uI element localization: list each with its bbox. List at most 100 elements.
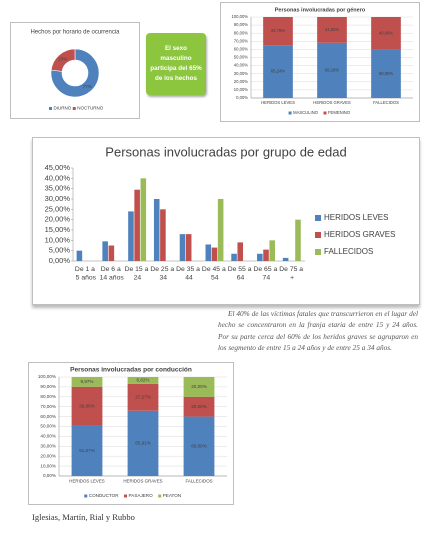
x-tick-label: De 1 a 5 años [75,266,97,282]
bar [153,199,160,261]
y-tick-label: 30,00% [45,194,71,203]
callout: El sexo masculino participa del 65% de l… [146,33,206,95]
bar-segment [127,377,159,384]
value-label: 31,82% [325,27,339,32]
legend-label: FEMENINO [328,110,351,115]
bar-segment [71,377,103,387]
bar-segment [263,45,293,98]
x-tick-label: HERIDOS LEVES [261,100,295,105]
chart: Hechos por horario de ocurrencia 77% 23% DI… [30,30,120,111]
value-label: 65,91% [135,441,151,446]
legend-label: CONDUCTOR [89,493,119,498]
legend-swatch [315,215,321,221]
chart: Personas involucradas por grupo de edad 0… [45,144,396,282]
bar-segment [317,17,347,43]
bar-segment [71,386,103,426]
slice-label: 23% [58,56,67,61]
value-label: 9,87% [80,379,93,384]
x-tick-label: FALLECIDOS [373,100,399,105]
bar-segment [183,396,215,417]
legend-label: PEATON [163,493,181,498]
value-label: 60,00% [379,71,393,76]
x-tick-label: HERIDOS LEVES [69,479,104,484]
y-tick-label: 25,00% [45,204,71,213]
bar-segment [371,49,401,98]
y-tick-label: 40,00% [234,63,248,68]
legend-swatch [72,107,76,110]
chart: Personas involucradas por conducción 0,00… [38,367,227,498]
bar-segment [263,17,293,46]
chart-title: Personas involucradas por grupo de edad [105,144,346,159]
y-tick-label: 50,00% [234,55,248,60]
y-tick-label: 0,00% [43,473,56,478]
bar [128,211,134,261]
y-tick-label: 20,00% [234,79,248,84]
y-tick-label: 70,00% [234,38,248,43]
y-tick-label: 80,00% [40,394,56,399]
value-label: 39,06% [79,403,95,408]
legend-label: HERIDOS GRAVES [324,230,395,239]
slice-label: 77% [83,84,92,89]
age-panel: Personas involucradas por grupo de edad 0… [32,137,420,305]
bar [211,247,218,261]
bar [160,209,166,261]
y-tick-label: 10,00% [234,87,248,92]
bar [185,234,192,261]
bar [205,244,212,261]
bar [237,242,244,261]
value-label: 65,24% [271,69,285,74]
legend-label: PASAJERO [129,493,154,498]
bar [140,178,147,261]
y-tick-label: 100,00% [38,374,56,379]
legend-swatch [84,494,88,498]
value-label: 27,27% [135,394,151,399]
bar [102,241,108,261]
chart-title: Personas involucradas por género [275,7,366,13]
bar [295,219,301,261]
x-tick-label: FALLECIDOS [185,479,212,484]
value-label: 40,00% [379,30,393,35]
legend-label: MASCULINO [293,110,319,115]
y-tick-label: 30,00% [40,444,56,449]
driver-panel: Personas involucradas por conducción 0,00… [28,362,234,505]
legend-swatch [288,111,292,115]
y-tick-label: 0,00% [49,256,71,265]
legend-swatch [158,494,162,498]
value-label: 34,76% [271,28,285,33]
x-tick-label: De 25 a 34 [150,266,176,282]
paragraph: El 40% de las víctimas fatales que trans… [218,309,418,352]
legend-label: HERIDOS LEVES [324,213,388,222]
legend-label: DIURNO [54,106,72,111]
donut-panel: Hechos por horario de ocurrencia 77% 23% DI… [10,22,140,119]
x-tick-label: De 65 a 74 [253,266,279,282]
bar [134,189,140,261]
y-tick-label: 90,00% [40,384,56,389]
x-tick-label: De 45 a 54 [202,266,228,282]
value-label: 20,00% [191,384,207,389]
legend-swatch [323,111,327,115]
value-label: 20,00% [191,404,207,409]
y-tick-label: 30,00% [234,71,248,76]
legend-swatch [315,232,321,238]
bar [263,249,269,261]
bar [269,240,275,261]
bar-segment [127,383,159,411]
bar [179,234,186,261]
y-tick-label: 15,00% [45,225,71,234]
caption: Iglesias, Martín, Rial y Rubbo [32,512,135,522]
y-tick-label: 45,00% [45,163,71,172]
y-tick-label: 0,00% [236,95,248,100]
bar-segment [183,377,215,397]
legend-swatch [315,249,321,255]
legend-swatch [49,107,52,110]
value-label: 60,00% [191,444,207,449]
pie-slice [50,48,76,72]
y-tick-label: 35,00% [45,184,71,193]
value-label: 68,18% [325,67,339,72]
pie-slice [50,48,100,98]
bar-segment [71,425,103,476]
y-tick-label: 50,00% [40,424,56,429]
bar-segment [317,42,347,98]
bar [76,250,83,261]
